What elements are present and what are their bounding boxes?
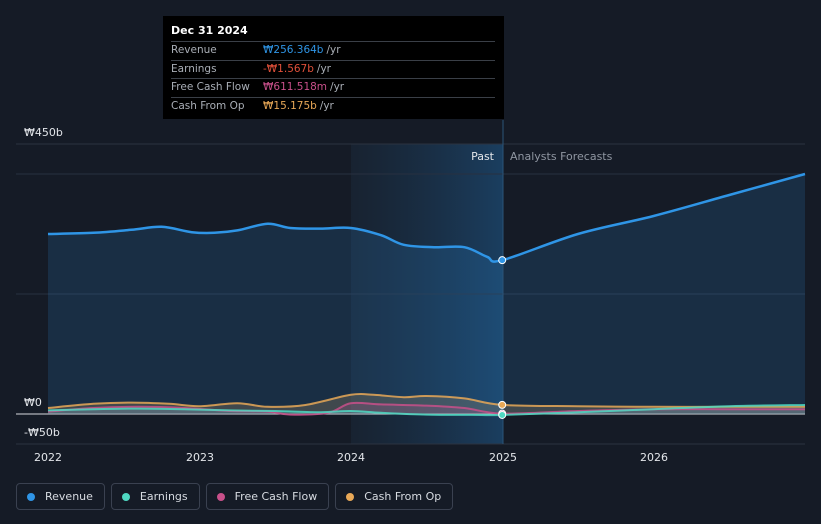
tooltip-value: ₩15.175b	[263, 99, 317, 112]
legend-item-free-cash-flow[interactable]: Free Cash Flow	[205, 483, 330, 510]
tooltip-row-revenue: Revenue ₩256.364b /yr	[171, 41, 495, 60]
legend-item-earnings[interactable]: Earnings	[110, 483, 200, 510]
legend-item-cash-from-op[interactable]: Cash From Op	[335, 483, 454, 510]
legend-label: Revenue	[45, 490, 93, 503]
tooltip-label: Free Cash Flow	[171, 81, 250, 93]
area-revenue	[48, 174, 805, 414]
tooltip-date: Dec 31 2024	[171, 24, 248, 37]
x-tick-label: 2026	[640, 451, 668, 464]
series-markers	[498, 256, 507, 419]
legend-label: Free Cash Flow	[234, 490, 318, 503]
legend-dot-icon	[216, 492, 225, 501]
y-tick-label: -₩50b	[24, 426, 60, 439]
tooltip-row-cash-from-op: Cash From Op ₩15.175b /yr	[171, 96, 495, 116]
legend-dot-icon	[346, 492, 355, 501]
x-tick-label: 2022	[34, 451, 62, 464]
legend-label: Earnings	[139, 490, 188, 503]
line-revenue	[47, 172, 806, 263]
tooltip-label: Earnings	[171, 62, 217, 75]
tooltip-row-free-cash-flow: Free Cash Flow ₩611.518m /yr	[171, 78, 495, 97]
tooltip-value: -₩1.567b	[263, 62, 314, 75]
tooltip-value: ₩256.364b	[263, 44, 324, 56]
tooltip-unit: /yr	[326, 44, 341, 56]
legend: Revenue Earnings Free Cash Flow Cash Fro…	[16, 483, 454, 510]
legend-dot-icon	[121, 492, 130, 501]
area-earnings	[48, 405, 805, 416]
x-tick-label: 2023	[186, 451, 214, 464]
line-earnings	[47, 404, 806, 417]
legend-label: Cash From Op	[364, 490, 442, 503]
x-tick-label: 2024	[337, 451, 365, 464]
tooltip-value: ₩611.518m	[263, 81, 328, 93]
past-label: Past	[471, 150, 495, 163]
tooltip-unit: /yr	[330, 81, 345, 93]
series-lines	[47, 172, 806, 417]
marker-earnings	[498, 410, 507, 419]
y-tick-label: ₩450b	[24, 126, 63, 139]
y-tick-label: ₩0	[24, 396, 42, 409]
legend-dot-icon	[27, 492, 35, 501]
tooltip-label: Cash From Op	[171, 99, 245, 112]
legend-item-revenue[interactable]: Revenue	[16, 483, 105, 510]
tooltip-unit: /yr	[319, 99, 334, 112]
forecast-label: Analysts Forecasts	[510, 150, 613, 163]
tooltip-row-earnings: Earnings -₩1.567b /yr	[171, 59, 495, 79]
tooltip-label: Revenue	[171, 44, 217, 56]
tooltip: Dec 31 2024 Revenue ₩256.364b /yr Earnin…	[163, 16, 504, 119]
x-tick-label: 2025	[489, 451, 517, 464]
line-cash-from-op	[47, 392, 805, 409]
marker-revenue	[498, 256, 507, 265]
tooltip-unit: /yr	[316, 62, 331, 75]
marker-cash-from-op	[498, 400, 507, 409]
